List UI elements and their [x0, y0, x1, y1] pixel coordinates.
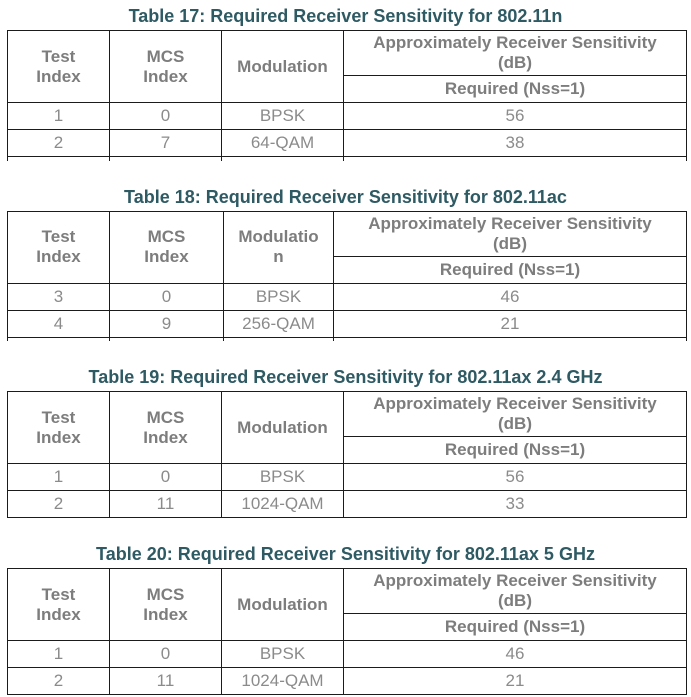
cell-required: 21	[333, 309, 687, 338]
header-row: Test Index MCS Index Modulation Approxim…	[7, 30, 687, 103]
cutoff-row-stub	[7, 336, 687, 341]
header-mcs-index: MCS Index	[109, 30, 222, 103]
header-row: Test Index MCS Index Modulation Approxim…	[7, 568, 687, 641]
cell-required: 56	[343, 102, 687, 130]
cell-mcs-index: 0	[109, 282, 224, 311]
cell-required: 46	[333, 282, 687, 311]
section-table-17: Table 17: Required Receiver Sensitivity …	[0, 6, 691, 161]
cell-mcs-index: 7	[109, 129, 222, 157]
table-row: 2 11 1024-QAM 21	[7, 667, 687, 695]
cell-required: 38	[343, 129, 687, 157]
cell-mcs-index: 11	[109, 667, 222, 695]
header-test-index: Test Index	[7, 30, 110, 103]
header-subrow: Required (Nss=1)	[8, 255, 687, 284]
header-required: Required (Nss=1)	[343, 75, 687, 103]
header-test-index: Test Index	[7, 210, 110, 284]
cell-mcs-index: 0	[109, 102, 222, 130]
header-test-index: Test Index	[7, 391, 110, 464]
header-test-index: Test Index	[7, 568, 110, 641]
header-sensitivity: Approximately Receiver Sensitivity (dB)	[343, 568, 687, 614]
cutoff-row-stub	[7, 156, 687, 161]
table-17: Test Index MCS Index Modulation Approxim…	[7, 30, 687, 161]
cell-required: 56	[343, 463, 687, 491]
table-row: 2 11 1024-QAM 33	[7, 490, 687, 518]
stub-cell	[109, 156, 222, 161]
cell-test-index: 2	[7, 490, 110, 518]
header-modulation: Modulatio n	[223, 210, 334, 284]
header-row: Test Index MCS Index Modulatio n Approxi…	[7, 210, 687, 284]
table-18-title: Table 18: Required Receiver Sensitivity …	[124, 186, 567, 207]
header-required: Required (Nss=1)	[343, 613, 687, 641]
cell-test-index: 4	[7, 309, 110, 338]
header-subrow: Required (Nss=1)	[8, 436, 687, 464]
stub-cell	[7, 336, 110, 341]
header-modulation: Modulation	[221, 568, 344, 641]
cell-modulation: 64-QAM	[221, 129, 344, 157]
cell-modulation: BPSK	[221, 102, 344, 130]
cell-test-index: 1	[7, 102, 110, 130]
cell-mcs-index: 0	[109, 640, 222, 668]
header-subrow: Required (Nss=1)	[8, 613, 687, 641]
table-19: Test Index MCS Index Modulation Approxim…	[7, 391, 687, 518]
stub-cell	[7, 156, 110, 161]
stub-cell	[223, 336, 334, 341]
table-row: 4 9 256-QAM 21	[7, 309, 687, 338]
cell-test-index: 2	[7, 667, 110, 695]
cell-test-index: 1	[7, 463, 110, 491]
section-table-18: Table 18: Required Receiver Sensitivity …	[0, 186, 691, 341]
header-mcs-index: MCS Index	[109, 391, 222, 464]
table-row: 3 0 BPSK 46	[7, 282, 687, 311]
cell-test-index: 3	[7, 282, 110, 311]
stub-cell	[221, 156, 344, 161]
table-row: 2 7 64-QAM 38	[7, 129, 687, 157]
cell-modulation: BPSK	[223, 282, 334, 311]
cell-required: 33	[343, 490, 687, 518]
stub-cell	[333, 336, 687, 341]
header-required: Required (Nss=1)	[333, 255, 687, 284]
header-modulation: Modulation	[221, 30, 344, 103]
cell-modulation: 1024-QAM	[221, 667, 344, 695]
cell-modulation: BPSK	[221, 640, 344, 668]
stub-cell	[343, 156, 687, 161]
table-20-title: Table 20: Required Receiver Sensitivity …	[96, 544, 595, 564]
table-row: 1 0 BPSK 46	[7, 640, 687, 668]
cell-required: 46	[343, 640, 687, 668]
cell-required: 21	[343, 667, 687, 695]
section-table-19: Table 19: Required Receiver Sensitivity …	[0, 367, 691, 518]
table-17-title: Table 17: Required Receiver Sensitivity …	[128, 6, 563, 26]
header-subrow: Required (Nss=1)	[8, 75, 687, 103]
table-19-title: Table 19: Required Receiver Sensitivity …	[88, 367, 603, 387]
cell-modulation: 1024-QAM	[221, 490, 344, 518]
stub-cell	[109, 336, 224, 341]
section-table-20: Table 20: Required Receiver Sensitivity …	[0, 544, 691, 695]
cell-mcs-index: 9	[109, 309, 224, 338]
header-required: Required (Nss=1)	[343, 436, 687, 464]
header-mcs-index: MCS Index	[109, 568, 222, 641]
header-mcs-index: MCS Index	[109, 210, 224, 284]
cell-modulation: 256-QAM	[223, 309, 334, 338]
table-18: Test Index MCS Index Modulatio n Approxi…	[7, 210, 687, 341]
header-modulation: Modulation	[221, 391, 344, 464]
header-sensitivity: Approximately Receiver Sensitivity (dB)	[343, 30, 687, 76]
header-sensitivity: Approximately Receiver Sensitivity (dB)	[333, 210, 687, 257]
table-row: 1 0 BPSK 56	[7, 102, 687, 130]
cell-modulation: BPSK	[221, 463, 344, 491]
cell-test-index: 1	[7, 640, 110, 668]
table-row: 1 0 BPSK 56	[7, 463, 687, 491]
table-20: Test Index MCS Index Modulation Approxim…	[7, 568, 687, 695]
cell-mcs-index: 0	[109, 463, 222, 491]
cell-mcs-index: 11	[109, 490, 222, 518]
header-row: Test Index MCS Index Modulation Approxim…	[7, 391, 687, 464]
header-sensitivity: Approximately Receiver Sensitivity (dB)	[343, 391, 687, 437]
cell-test-index: 2	[7, 129, 110, 157]
